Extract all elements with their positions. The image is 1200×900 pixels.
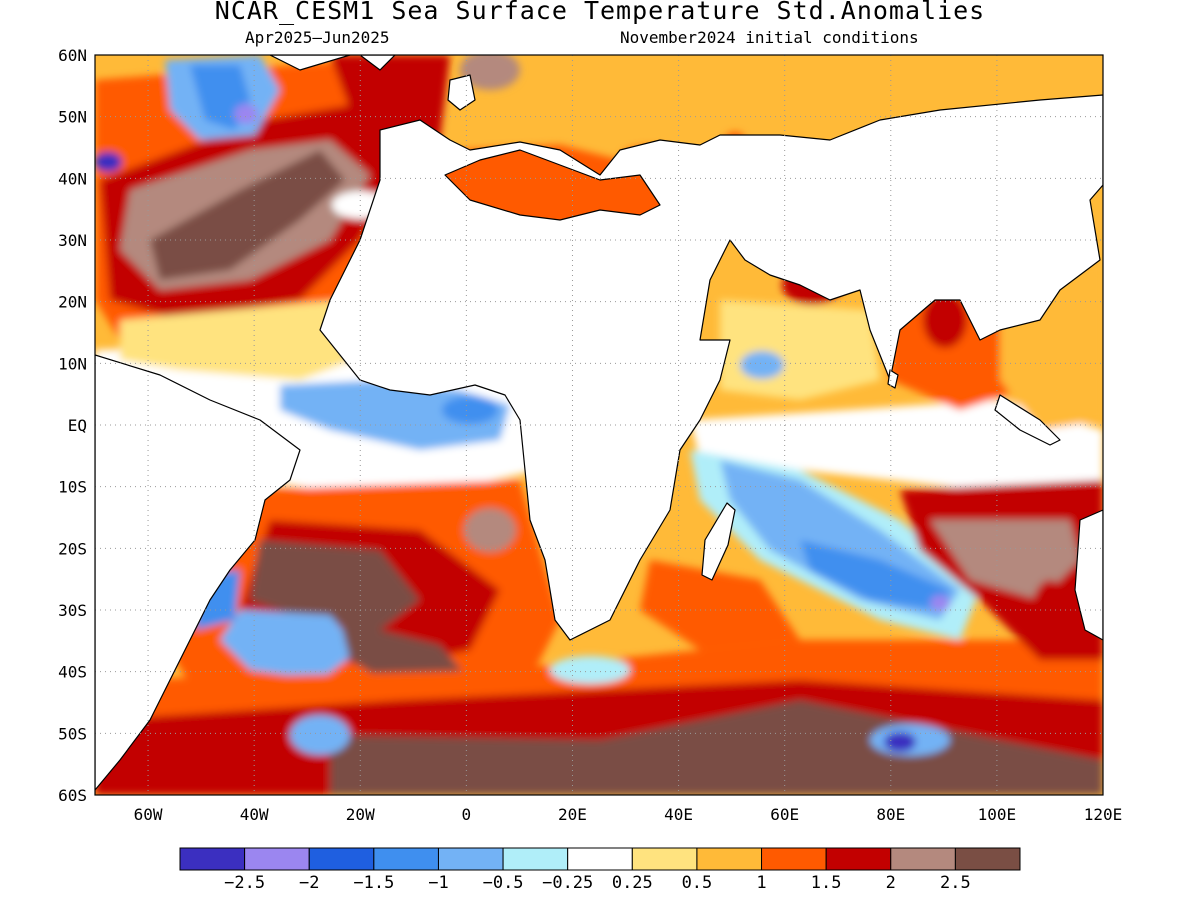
longitude-label: 40W [240,805,269,824]
latitude-label: 50N [58,108,87,127]
colorbar-tick-label: 0.25 [612,873,653,893]
somali-coast-cool [740,351,784,379]
colorbar [179,847,1021,871]
latitude-label: 40N [58,169,87,188]
colorbar-tick-label: 2.5 [940,873,971,893]
colorbar-swatch [567,847,633,871]
longitude-label: 20E [558,805,587,824]
colorbar-tick-label: −1.5 [353,873,394,893]
equatorial-atlantic-cold-core [442,396,498,424]
latitude-label: 60N [58,46,87,65]
colorbar-swatch [179,847,246,871]
latitude-label: 60S [58,786,87,805]
colorbar-labels: −2.5 −2 −1.5 −1 −0.5 −0.25 0.25 0.5 1 1.5 2 2.5 [224,873,971,893]
southeast-indian-brown [930,520,1080,600]
west-australia-warm [1030,580,1070,660]
south-america [95,354,301,791]
colorbar-tick-label: 1.5 [811,873,842,893]
colorbar-swatch [761,847,827,871]
map-grid [95,55,1103,795]
colorbar-swatch [308,847,375,871]
south-atlantic-gyre [250,540,420,630]
longitude-label: 0 [462,805,472,824]
colorbar-tick-label: 0.5 [682,873,713,893]
anomaly-fields [95,55,1103,795]
colorbar-tick-label: 2 [886,873,896,893]
longitude-label: 80E [876,805,905,824]
colorbar-swatch [437,847,504,871]
longitude-label: 60E [770,805,799,824]
benguela-brown [464,508,516,552]
agulhas-cool [550,656,630,684]
initial-conditions: November2024 initial conditions [620,28,919,47]
colorbar-swatch [244,847,310,871]
kerguelen-cold [884,732,916,752]
australia [1074,509,1103,641]
madagascar-warm [640,560,800,650]
latitude-label: 10N [58,354,87,373]
latitude-label: 40S [58,663,87,682]
sumatra [994,394,1061,446]
equatorial-atlantic-cool [280,380,510,450]
forecast-period: Apr2025–Jun2025 [245,28,390,47]
colorbar-tick-label: 1 [756,873,766,893]
south-indian-coldest [930,595,950,611]
labrador-coldest [234,104,258,124]
longitude-label: 40E [664,805,693,824]
latitude-label: 20S [58,539,87,558]
land-masses [95,55,1103,791]
indian-ocean-neutral [690,400,1103,490]
madagascar [701,502,736,581]
south-georgia-cool [290,715,350,755]
colorbar-tick-label: −2 [299,873,319,893]
longitude-label: 100E [978,805,1017,824]
latitude-labels: 60N 50N 40N 30N 20N 10N EQ 10S 20S 30S 40S 50S 60S [58,46,87,805]
africa-eurasia-landmass [319,94,1103,641]
colorbar-swatch [696,847,763,871]
latitude-label: EQ [68,416,87,435]
colorbar-tick-label: −0.5 [483,873,524,893]
south-atlantic-cool [220,610,360,680]
colorbar-tick-label: −1 [428,873,448,893]
colorbar-tick-label: −2.5 [224,873,265,893]
latitude-label: 10S [58,478,87,497]
latitude-label: 50S [58,724,87,743]
sri-lanka [887,369,899,389]
greenland [269,55,351,71]
latitude-label: 30N [58,231,87,250]
latitude-label: 30S [58,601,87,620]
iceland [359,55,396,71]
colorbar-swatch [825,847,892,871]
north-atlantic-gyre-center [150,150,345,280]
figure-title: NCAR_CESM1 Sea Surface Temperature Std.A… [214,0,986,25]
south-indian-cold-core [800,540,950,610]
longitude-label: 20W [346,805,375,824]
mediterranean-sea [444,149,661,221]
newfoundland-cold [95,152,122,172]
colorbar-swatch [954,847,1021,871]
longitude-label: 60W [134,805,163,824]
colorbar-swatch [631,847,698,871]
latitude-label: 20N [58,293,87,312]
longitude-labels: 60W 40W 20W 0 20E 40E 60E 80E 100E 120E [134,805,1123,824]
tropical-atlantic-light-warm [120,300,380,380]
arabian-sea-warm [720,300,880,400]
colorbar-tick-label: −0.25 [542,873,593,893]
north-atlantic-brown-patch [460,55,520,90]
colorbar-swatch [890,847,956,871]
map-frame [94,54,1104,796]
bay-of-bengal-strong [923,292,967,348]
longitude-label: 120E [1084,805,1123,824]
southern-ocean-brown [330,700,1103,795]
colorbar-swatch [502,847,569,871]
colorbar-swatch [373,847,439,871]
